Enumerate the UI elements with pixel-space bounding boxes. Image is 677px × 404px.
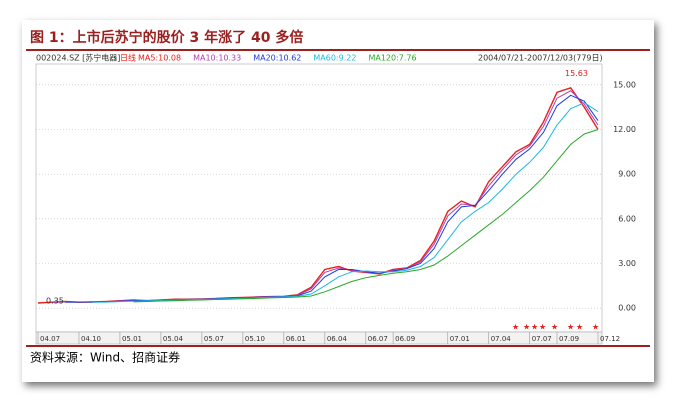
ma-line (133, 129, 599, 303)
x-tick-label: 04.10 (81, 335, 101, 343)
star: ★ (531, 323, 538, 332)
x-tick-label: 07.12 (600, 335, 620, 343)
symbol: 002024.SZ [苏宁电器] (36, 53, 120, 63)
ma-line (92, 102, 599, 303)
x-tick-label: 06.09 (395, 335, 415, 343)
source: 资料来源：Wind、招商证券 (30, 350, 180, 365)
legend-entry: MA120:7.76 (368, 54, 416, 63)
x-tick-label: 06.04 (327, 335, 348, 343)
legend-entry: MA5:10.08 (138, 54, 181, 63)
legend-entry: MA60:9.22 (313, 54, 356, 63)
x-tick-label: 07.01 (450, 335, 470, 343)
x-tick-label: 05.10 (245, 335, 265, 343)
period: 日线 (120, 53, 136, 63)
star: ★ (551, 323, 558, 332)
x-tick-label: 05.01 (122, 335, 142, 343)
y-tick-label: 3.00 (618, 259, 636, 268)
y-tick-label: 15.00 (613, 80, 636, 89)
y-tick-label: 6.00 (618, 214, 636, 223)
x-tick-label: 04.07 (40, 335, 60, 343)
range: 2004/07/21-2007/12/03(779日) (478, 54, 603, 63)
x-tick-label: 05.04 (163, 335, 184, 343)
x-tick-label: 05.07 (204, 335, 224, 343)
annotation: 0.35 (46, 296, 64, 305)
star: ★ (539, 323, 546, 332)
x-tick-label: 07.07 (532, 335, 552, 343)
x-axis-strip (35, 331, 603, 345)
y-tick-label: 9.00 (618, 170, 636, 179)
legend-entry: MA20:10.62 (253, 54, 301, 63)
y-tick-label: 0.00 (618, 304, 636, 313)
star: ★ (567, 323, 574, 332)
x-tick-label: 06.01 (286, 335, 306, 343)
x-tick-label: 07.09 (559, 335, 579, 343)
stars: ★ ★ ★ ★ ★ ★ ★ ★ (512, 323, 599, 332)
y-tick-label: 12.00 (613, 125, 636, 134)
x-tick-label: 07.04 (491, 335, 512, 343)
chart-title: 图 1：上市后苏宁的股价 3 年涨了 40 多倍 (30, 29, 303, 46)
paper (22, 20, 654, 382)
x-tick-label: 06.07 (368, 335, 388, 343)
legend-entry: MA10:10.33 (193, 54, 241, 63)
star: ★ (523, 323, 530, 332)
star: ★ (512, 323, 519, 332)
star: ★ (576, 323, 583, 332)
annotation: 15.63 (565, 69, 588, 78)
star: ★ (592, 323, 599, 332)
